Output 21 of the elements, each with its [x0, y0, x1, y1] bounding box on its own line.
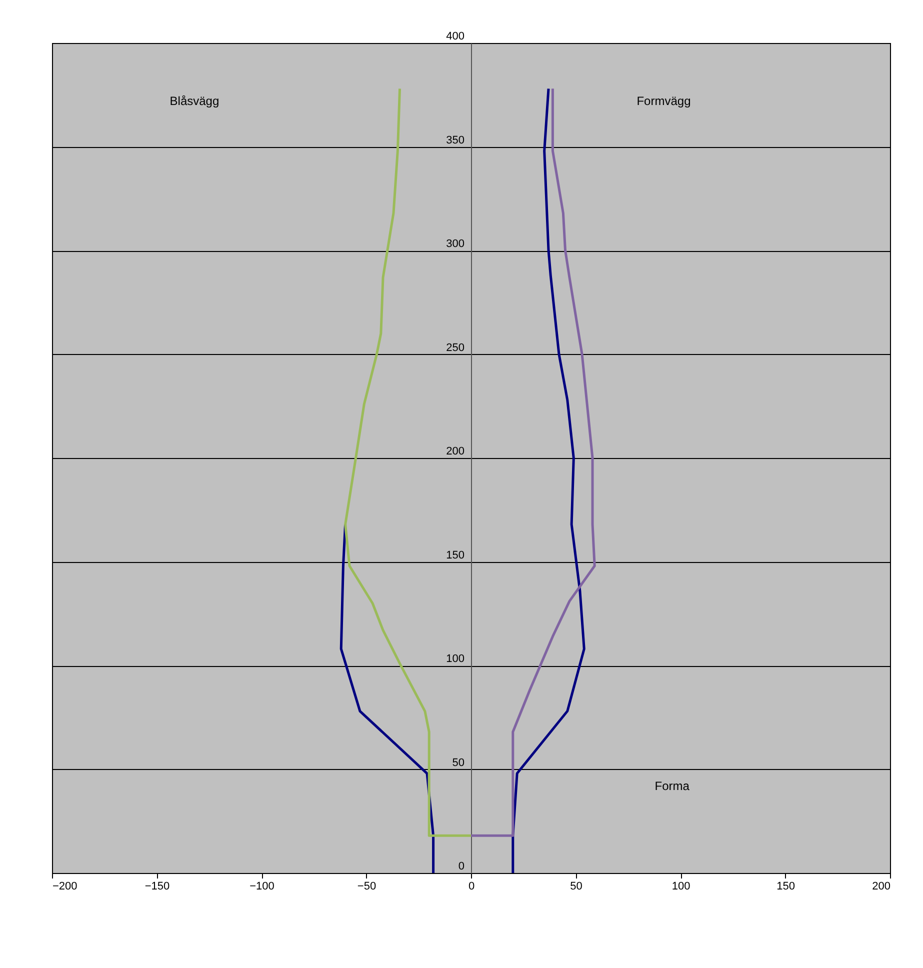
- x-tick-label: −50: [357, 880, 376, 892]
- x-tick-label: −150: [144, 880, 170, 892]
- y-tick-label: 0: [458, 860, 464, 872]
- x-tick-label: −200: [52, 880, 78, 892]
- y-tick-label: 150: [446, 549, 464, 562]
- y-tick-label: 250: [446, 342, 464, 354]
- y-tick-label: 350: [446, 134, 464, 146]
- x-tick-label: 200: [872, 880, 890, 892]
- annotation: Forma: [654, 778, 690, 793]
- y-tick-label: 100: [446, 653, 464, 665]
- x-tick-label: −100: [250, 880, 274, 892]
- annotation: Formvägg: [636, 94, 691, 108]
- y-tick-label: 50: [452, 756, 464, 769]
- y-tick-label: 300: [446, 238, 464, 250]
- x-tick-label: 100: [672, 880, 690, 892]
- x-tick-label: 50: [570, 880, 582, 892]
- x-tick-label: 150: [776, 880, 795, 892]
- annotation: Blåsvägg: [170, 94, 220, 108]
- y-tick-label: 200: [446, 446, 464, 458]
- y-tick-label: 400: [446, 30, 464, 42]
- x-tick-label: 0: [468, 880, 475, 892]
